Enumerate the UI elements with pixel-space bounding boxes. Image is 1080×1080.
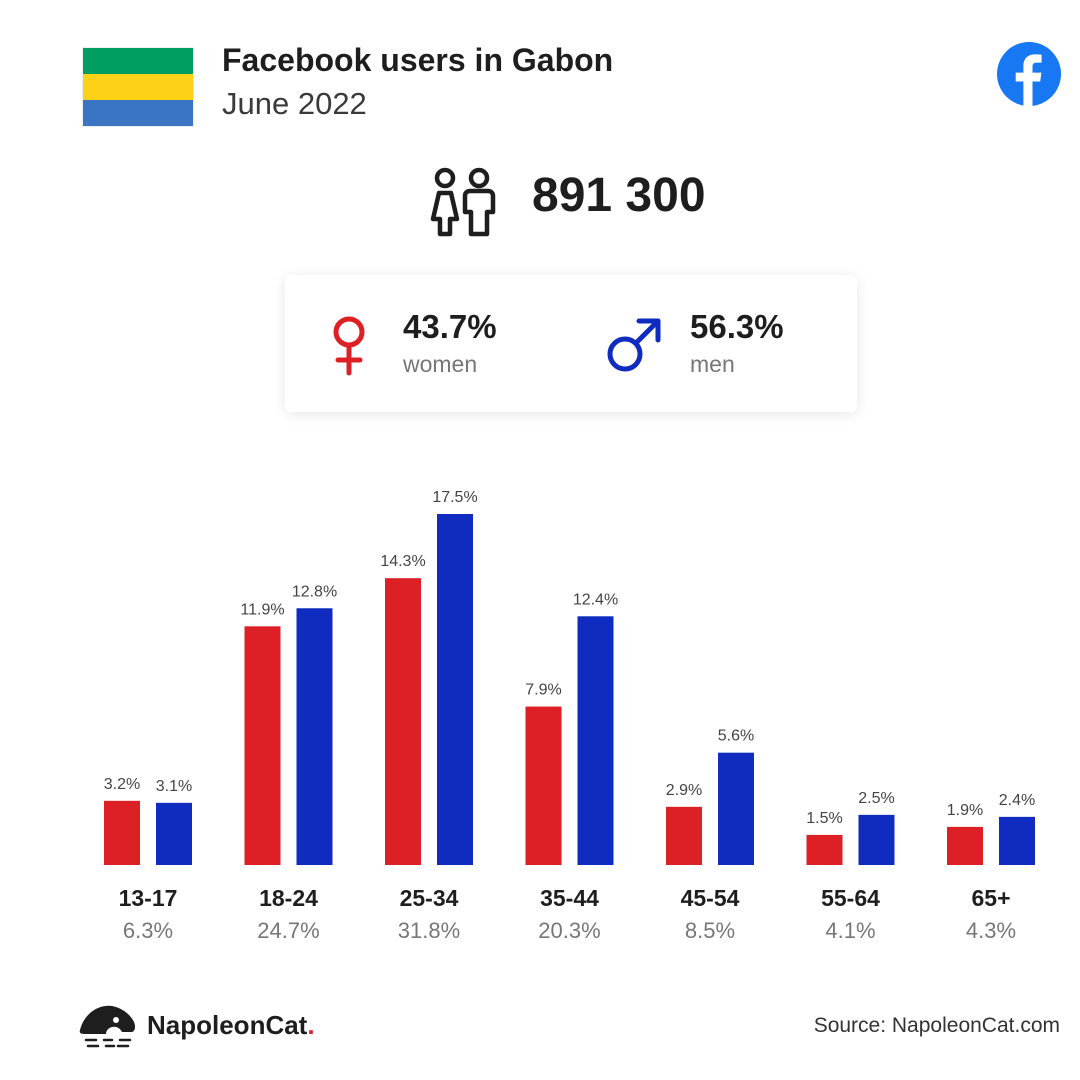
data-label-25-34-series-1: 17.5% xyxy=(432,489,477,506)
bar-13-17-series-1 xyxy=(156,802,192,865)
bar-65+-series-0 xyxy=(947,826,983,865)
data-label-18-24-series-1: 12.8% xyxy=(292,583,337,600)
flag-stripe-green xyxy=(83,48,193,74)
bar-18-24-series-0 xyxy=(244,626,281,865)
men-percentage: 56.3% xyxy=(690,308,784,345)
page-subtitle: June 2022 xyxy=(222,86,367,121)
data-label-55-64-series-0: 1.5% xyxy=(806,810,842,827)
category-total-45-54: 8.5% xyxy=(685,918,735,943)
napoleoncat-logo-icon xyxy=(79,1005,136,1048)
category-label-45-54: 45-54 xyxy=(681,885,740,911)
source-text: Source: NapoleonCat.com xyxy=(813,1014,1060,1037)
data-label-18-24-series-0: 11.9% xyxy=(240,601,284,618)
bar-55-64-series-0 xyxy=(806,834,843,865)
brand-dot: . xyxy=(307,1010,315,1040)
female-icon xyxy=(333,316,365,376)
flag-stripe-yellow xyxy=(83,73,193,100)
men-label: men xyxy=(690,351,735,377)
flag-stripe-blue xyxy=(83,99,193,126)
people-icon xyxy=(430,167,496,237)
category-total-35-44: 20.3% xyxy=(538,918,600,943)
bar-13-17-series-0 xyxy=(104,800,140,865)
bar-65+-series-1 xyxy=(999,816,1035,865)
bar-25-34-series-0 xyxy=(385,578,421,865)
category-total-25-34: 31.8% xyxy=(398,918,460,943)
bar-45-54-series-0 xyxy=(666,806,702,865)
brand-name-text: NapoleonCat xyxy=(147,1010,308,1040)
data-label-45-54-series-1: 5.6% xyxy=(718,728,754,745)
bar-18-24-series-1 xyxy=(296,608,333,865)
data-label-25-34-series-0: 14.3% xyxy=(380,553,425,570)
bar-45-54-series-1 xyxy=(718,752,754,865)
data-label-65+-series-1: 2.4% xyxy=(999,792,1035,809)
data-label-13-17-series-0: 3.2% xyxy=(104,776,140,793)
category-label-65+: 65+ xyxy=(971,885,1010,911)
category-label-35-44: 35-44 xyxy=(540,885,599,911)
bar-25-34-series-1 xyxy=(437,514,473,865)
category-label-55-64: 55-64 xyxy=(821,885,880,911)
page-title: Facebook users in Gabon xyxy=(222,42,614,78)
gabon-flag xyxy=(82,47,194,127)
category-total-65+: 4.3% xyxy=(966,918,1016,943)
facebook-icon xyxy=(997,42,1061,106)
category-total-13-17: 6.3% xyxy=(123,918,173,943)
data-label-13-17-series-1: 3.1% xyxy=(156,778,192,795)
bar-35-44-series-1 xyxy=(577,616,614,865)
data-label-65+-series-0: 1.9% xyxy=(947,802,983,819)
data-label-35-44-series-0: 7.9% xyxy=(525,682,561,699)
category-label-25-34: 25-34 xyxy=(400,885,459,911)
gender-card: 43.7% women 56.3% men xyxy=(285,275,857,412)
women-label: women xyxy=(403,351,478,377)
category-label-13-17: 13-17 xyxy=(119,885,178,911)
bar-55-64-series-1 xyxy=(858,814,895,865)
data-label-35-44-series-1: 12.4% xyxy=(573,591,618,608)
brand-name: NapoleonCat. xyxy=(147,1010,315,1041)
data-label-45-54-series-0: 2.9% xyxy=(666,782,702,799)
category-total-18-24: 24.7% xyxy=(257,918,319,943)
male-icon xyxy=(607,318,661,372)
data-label-55-64-series-1: 2.5% xyxy=(858,790,894,807)
category-total-55-64: 4.1% xyxy=(825,918,875,943)
bar-35-44-series-0 xyxy=(525,706,562,865)
age-gender-bar-chart: 3.2% 3.1% 13-17 6.3% 11.9% 12.8% 18-24 24.7% 14.… xyxy=(104,489,1035,943)
women-percentage: 43.7% xyxy=(403,308,497,345)
category-label-18-24: 18-24 xyxy=(259,885,318,911)
total-users: 891 300 xyxy=(532,169,706,222)
